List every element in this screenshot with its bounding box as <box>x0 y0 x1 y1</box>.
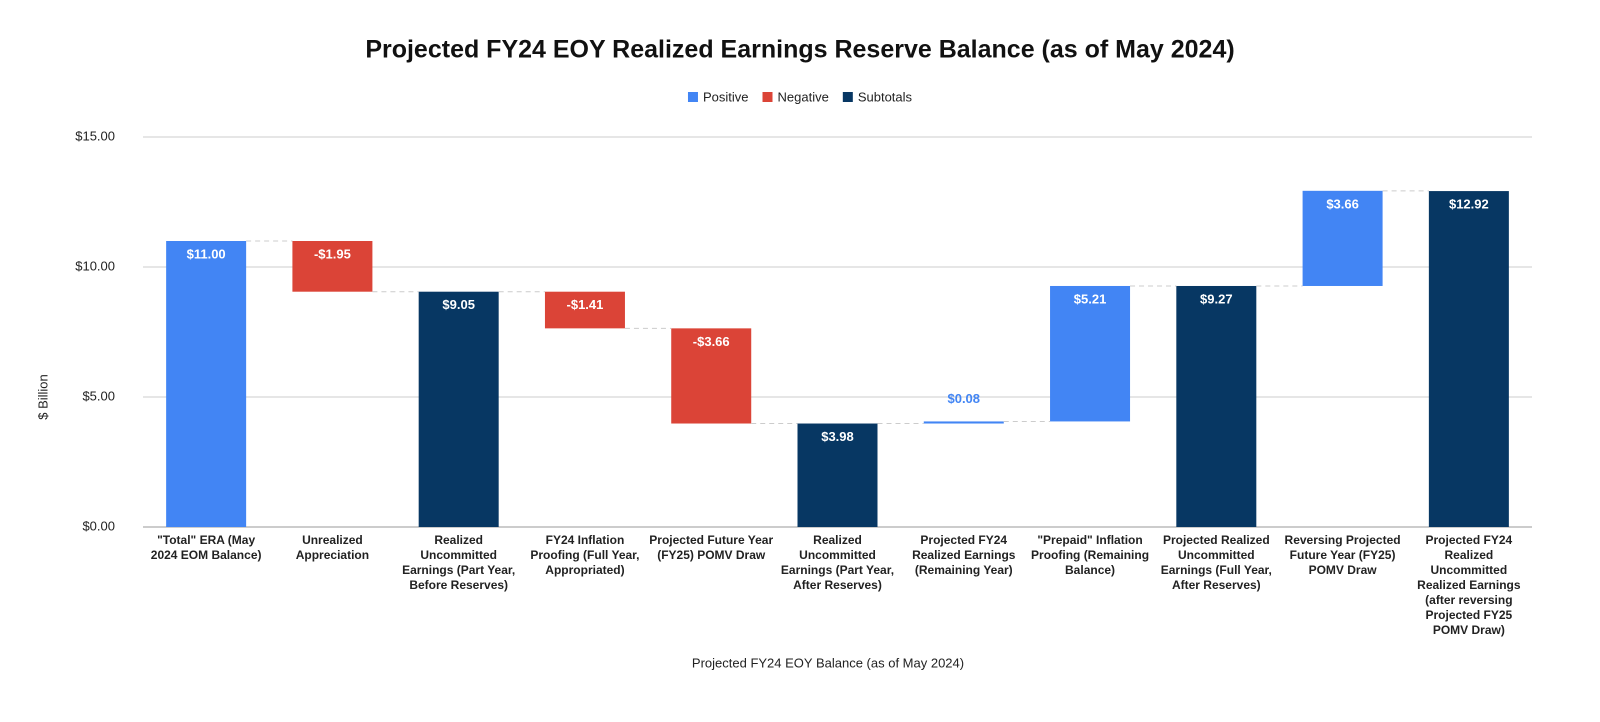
bar <box>544 291 625 329</box>
y-tick-label: $15.00 <box>75 128 115 143</box>
bar <box>1428 191 1509 527</box>
legend-swatch <box>762 92 773 102</box>
data-label: $0.08 <box>947 391 980 406</box>
data-label: $11.00 <box>187 246 226 261</box>
x-tick-label: Projected FY24 Realized Uncommitted Real… <box>1417 533 1521 637</box>
bar <box>418 291 499 527</box>
chart-title: Projected FY24 EOY Realized Earnings Res… <box>365 36 1234 64</box>
x-tick-label: Realized Uncommitted Earnings (Part Year… <box>780 533 895 592</box>
bar <box>1176 285 1257 527</box>
legend-swatch <box>687 92 698 102</box>
data-label: $9.05 <box>442 297 475 312</box>
bar <box>671 328 752 424</box>
data-label: $5.21 <box>1074 291 1107 306</box>
y-tick-label: $5.00 <box>82 388 115 403</box>
data-label: -$1.95 <box>314 246 351 261</box>
x-tick-label-box: Projected FY24 Realized Earnings (Remain… <box>912 533 1016 577</box>
legend-label: Subtotals <box>858 89 913 104</box>
x-tick-label-box: Unrealized Appreciation <box>295 533 370 562</box>
legend-label: Positive <box>703 89 749 104</box>
y-tick-label: $0.00 <box>82 518 115 533</box>
x-tick-label: Realized Uncommitted Earnings (Part Year… <box>402 533 516 592</box>
x-tick-label-box: Projected FY24 Realized Uncommitted Real… <box>1417 533 1521 637</box>
x-tick-label-box: FY24 Inflation Proofing (Full Year, Appr… <box>530 533 640 577</box>
data-label: -$1.41 <box>567 297 604 312</box>
bar <box>797 423 878 527</box>
y-tick-label: $10.00 <box>75 258 115 273</box>
bar <box>1302 190 1383 286</box>
x-tick-label-box: Realized Uncommitted Earnings (Part Year… <box>780 533 895 592</box>
x-tick-label: Projected FY24 Realized Earnings (Remain… <box>912 533 1016 577</box>
bar <box>1050 285 1131 422</box>
x-tick-label-box: Projected Future Year (FY25) POMV Draw <box>649 533 774 562</box>
data-label: -$3.66 <box>693 334 730 349</box>
x-tick-label-box: Projected Realized Uncommitted Earnings … <box>1160 533 1272 592</box>
y-axis-title: $ Billion <box>35 374 50 420</box>
x-tick-label: FY24 Inflation Proofing (Full Year, Appr… <box>530 533 640 577</box>
data-label: $3.98 <box>821 429 854 444</box>
bar <box>923 421 1004 424</box>
x-axis-title: Projected FY24 EOY Balance (as of May 20… <box>692 655 964 670</box>
bar <box>292 241 373 292</box>
x-tick-label: "Total" ERA (May 2024 EOM Balance) <box>150 533 262 562</box>
x-tick-label: Reversing Projected Future Year (FY25) P… <box>1284 533 1401 577</box>
x-tick-label: "Prepaid" Inflation Proofing (Remaining … <box>1031 533 1150 577</box>
data-label: $12.92 <box>1449 197 1489 212</box>
x-tick-label-box: Realized Uncommitted Earnings (Part Year… <box>402 533 516 592</box>
legend: Positive Negative Subtotals <box>687 89 913 104</box>
x-tick-label-box: "Total" ERA (May 2024 EOM Balance) <box>150 533 262 562</box>
x-tick-label: Unrealized Appreciation <box>295 533 370 562</box>
x-tick-label-box: "Prepaid" Inflation Proofing (Remaining … <box>1031 533 1150 577</box>
x-tick-label-box: Reversing Projected Future Year (FY25) P… <box>1284 533 1401 577</box>
bar <box>166 241 247 527</box>
data-label: $9.27 <box>1200 291 1233 306</box>
data-label: $3.66 <box>1326 196 1359 211</box>
x-tick-label: Projected Realized Uncommitted Earnings … <box>1160 533 1272 592</box>
x-tick-label: Projected Future Year (FY25) POMV Draw <box>649 533 774 562</box>
legend-label: Negative <box>778 89 829 104</box>
legend-swatch <box>842 92 853 102</box>
